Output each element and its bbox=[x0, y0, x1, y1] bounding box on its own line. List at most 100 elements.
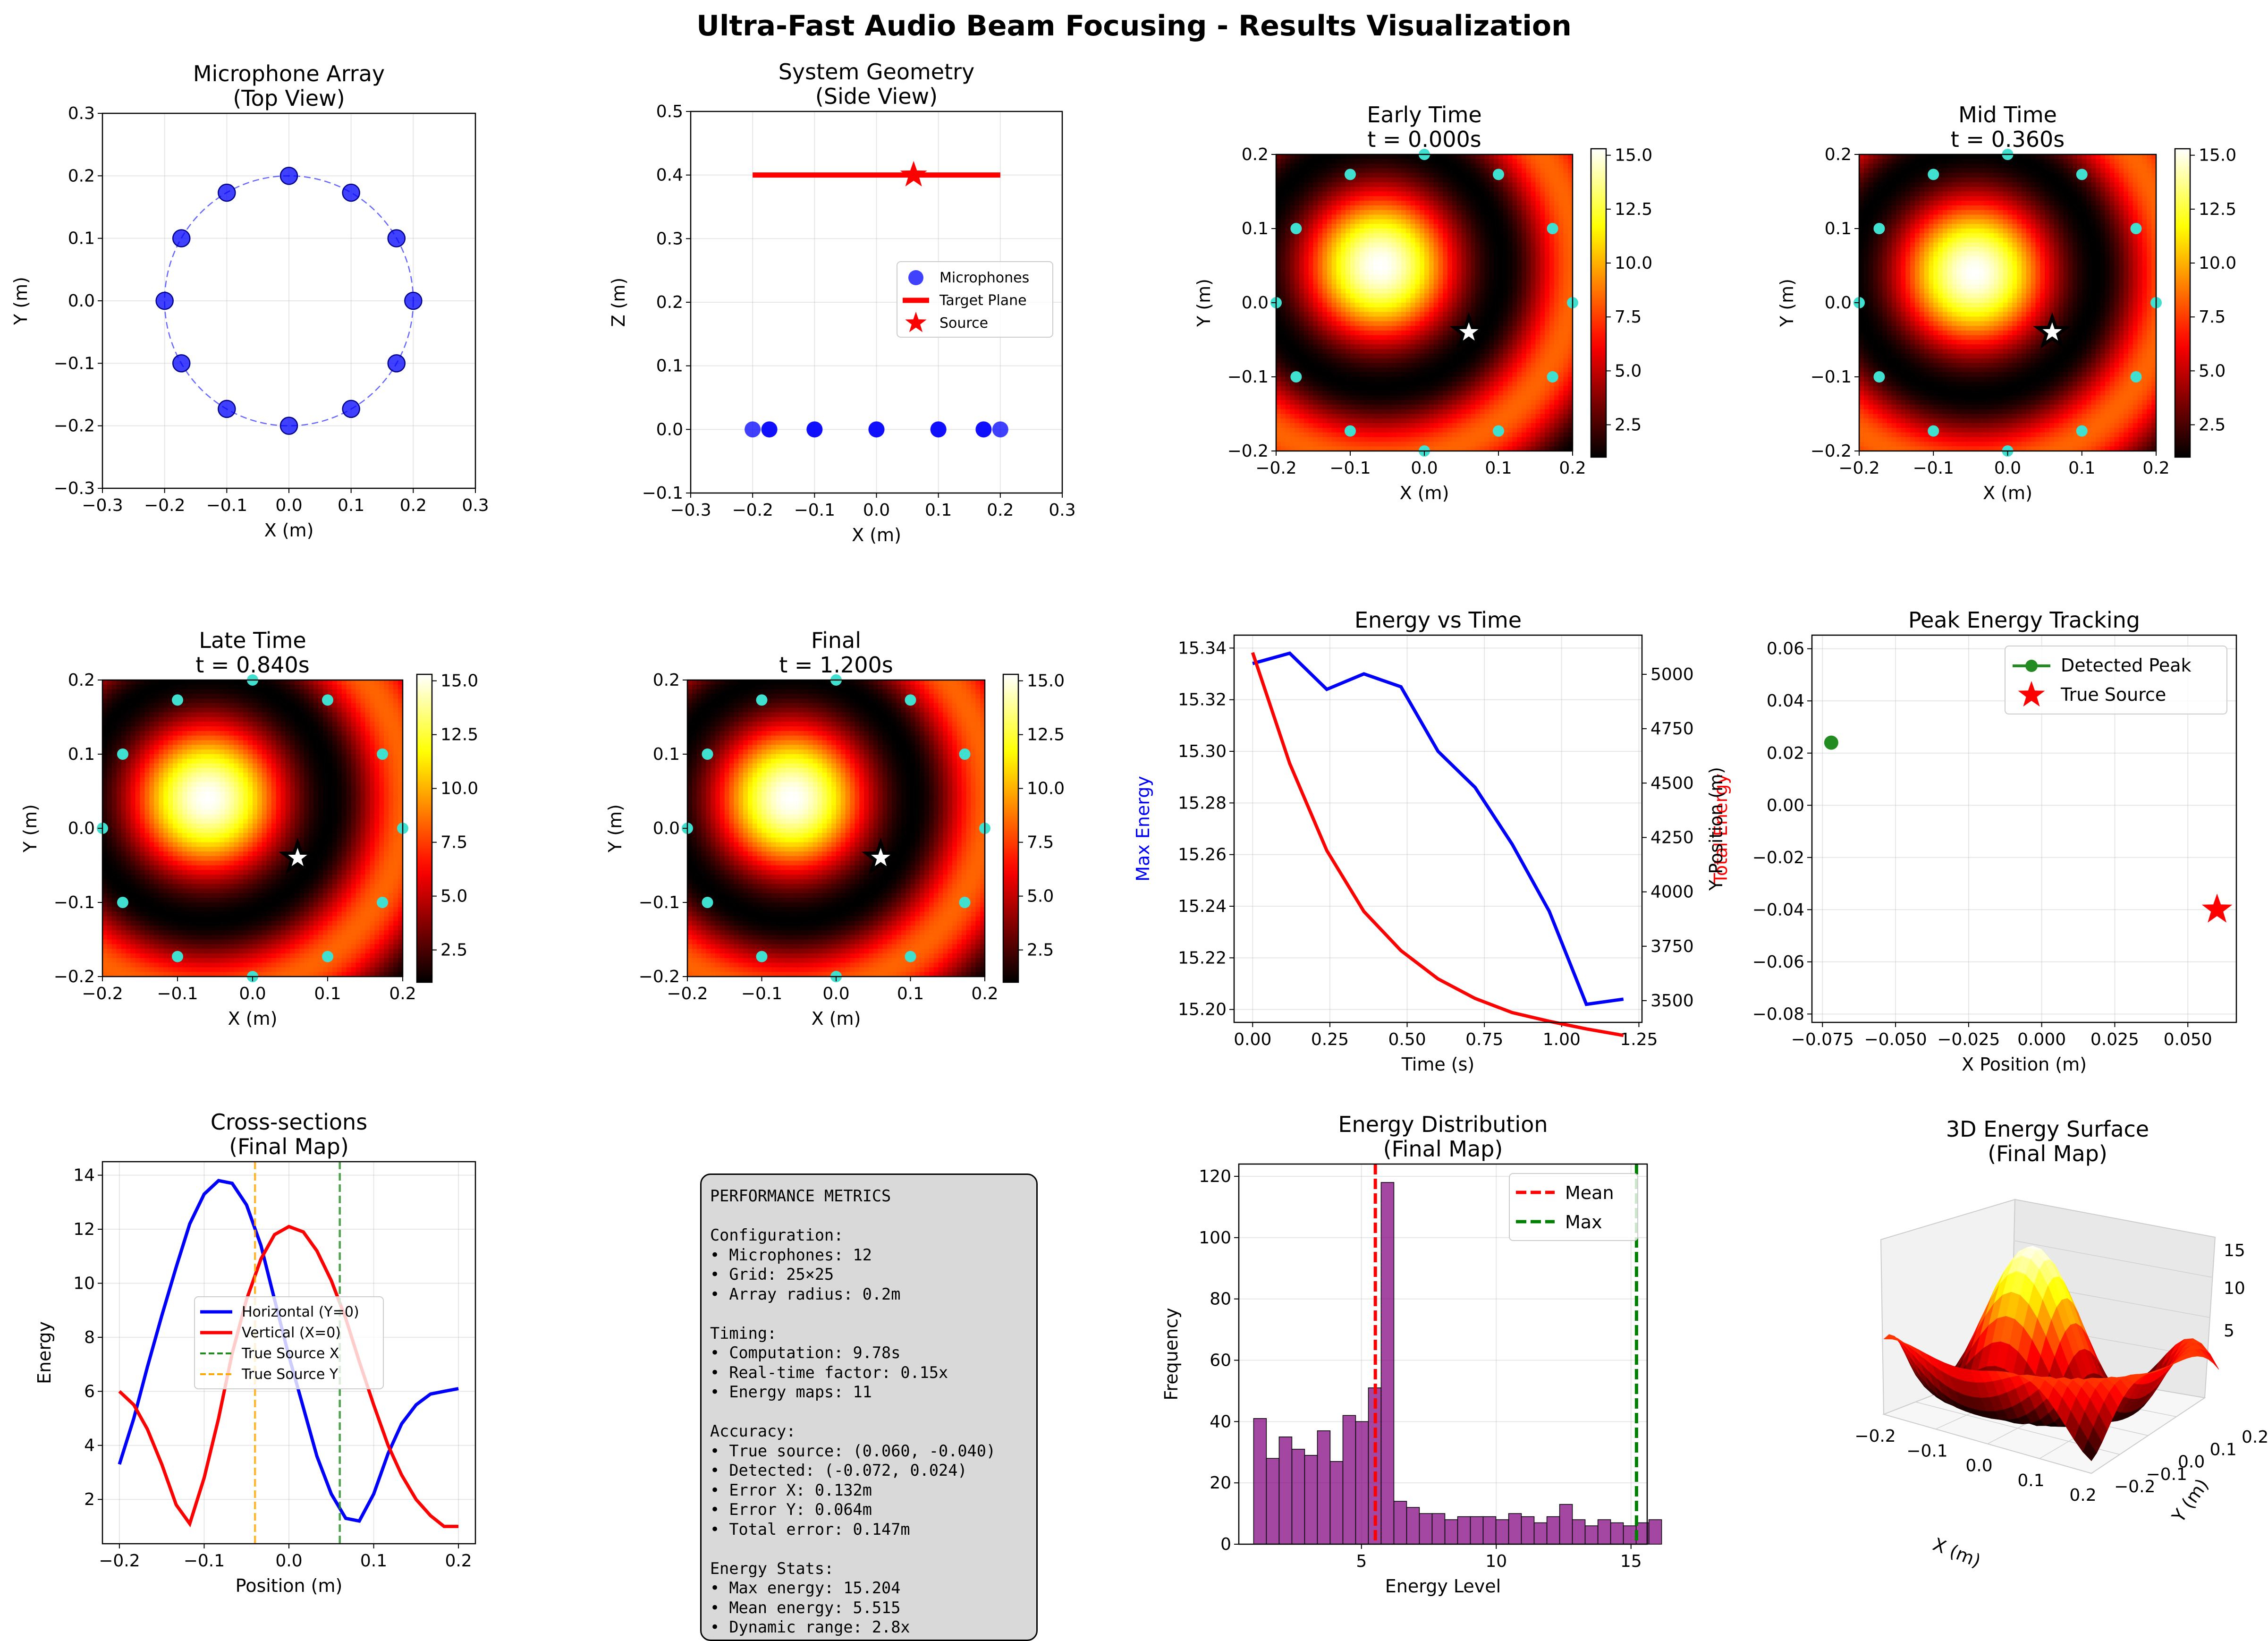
heatmap-cell bbox=[1285, 154, 1291, 160]
heatmap-cell bbox=[1545, 182, 1550, 187]
heatmap-cell bbox=[1507, 284, 1513, 289]
heatmap-cell bbox=[1878, 442, 1883, 447]
heatmap-cell bbox=[1285, 233, 1291, 238]
heatmap-cell bbox=[1503, 400, 1508, 405]
heatmap-cell bbox=[1396, 270, 1402, 275]
heatmap-cell bbox=[1443, 363, 1448, 368]
heatmap-cell bbox=[1466, 178, 1471, 183]
heatmap-cell bbox=[1905, 252, 1911, 257]
heatmap-cell bbox=[1373, 247, 1379, 252]
heatmap-cell bbox=[1480, 247, 1485, 252]
heatmap-cell bbox=[1517, 418, 1522, 424]
heatmap-cell bbox=[1887, 210, 1892, 215]
heatmap-cell bbox=[1331, 307, 1337, 313]
heatmap-cell bbox=[1901, 275, 1906, 280]
heatmap-cell bbox=[1545, 377, 1550, 382]
heatmap-cell bbox=[1896, 442, 1902, 447]
heatmap-cell bbox=[1364, 289, 1370, 294]
heatmap-cell bbox=[1863, 293, 1869, 298]
heatmap-cell bbox=[1863, 307, 1869, 313]
heatmap-cell bbox=[1868, 187, 1874, 192]
heatmap-cell bbox=[1905, 340, 1911, 345]
heatmap-cell bbox=[1896, 242, 1902, 248]
heatmap-cell bbox=[1276, 229, 1281, 234]
heatmap-cell bbox=[1545, 219, 1550, 224]
heatmap-cell bbox=[1540, 372, 1545, 377]
heatmap-cell bbox=[1882, 224, 1887, 229]
heatmap-cell bbox=[1484, 196, 1490, 201]
heatmap-cell bbox=[1401, 219, 1406, 224]
heatmap-cell bbox=[1522, 321, 1527, 326]
heatmap-cell bbox=[1554, 404, 1559, 410]
chart-title: t = 0.360s bbox=[1951, 127, 2065, 152]
heatmap-cell bbox=[1471, 270, 1476, 275]
heatmap-cell bbox=[1863, 386, 1869, 391]
heatmap-cell bbox=[1382, 270, 1388, 275]
heatmap-cell bbox=[1873, 316, 1879, 322]
heatmap-cell bbox=[1285, 289, 1291, 294]
heatmap-cell bbox=[1507, 418, 1513, 424]
heatmap-cell bbox=[1396, 391, 1402, 396]
heatmap-cell bbox=[1331, 201, 1337, 206]
heatmap-cell bbox=[1896, 205, 1902, 211]
heatmap-cell bbox=[1568, 178, 1573, 183]
heatmap-cell bbox=[1378, 205, 1383, 211]
heatmap-cell bbox=[1303, 168, 1309, 174]
heatmap-cell bbox=[1489, 205, 1494, 211]
heatmap-cell bbox=[1295, 247, 1300, 252]
heatmap-cell bbox=[1471, 252, 1476, 257]
heatmap-cell bbox=[1549, 289, 1555, 294]
heatmap-cell bbox=[1563, 163, 1568, 169]
heatmap-cell bbox=[1452, 353, 1457, 359]
heatmap-cell bbox=[1313, 363, 1319, 368]
heatmap-cell bbox=[1466, 395, 1471, 400]
heatmap-cell bbox=[1341, 219, 1346, 224]
heatmap-cell bbox=[1313, 367, 1319, 373]
heatmap-cell bbox=[1401, 238, 1406, 243]
heatmap-cell bbox=[1424, 423, 1430, 428]
heatmap-cell bbox=[1540, 335, 1545, 340]
heatmap-cell bbox=[1295, 261, 1300, 266]
heatmap-cell bbox=[1452, 191, 1457, 197]
heatmap-cell bbox=[1512, 307, 1518, 313]
heatmap-cell bbox=[1322, 233, 1328, 238]
heatmap-cell bbox=[1863, 367, 1869, 373]
heatmap-cell bbox=[1882, 446, 1887, 451]
microphone-point bbox=[218, 183, 236, 202]
heatmap-cell bbox=[1447, 201, 1453, 206]
heatmap-cell bbox=[1346, 205, 1351, 211]
heatmap-cell bbox=[1517, 256, 1522, 262]
heatmap-cell bbox=[1396, 178, 1402, 183]
heatmap-cell bbox=[1526, 363, 1532, 368]
heatmap-cell bbox=[1484, 256, 1490, 262]
heatmap-cell bbox=[1507, 270, 1513, 275]
heatmap-cell bbox=[1489, 303, 1494, 308]
heatmap-cell bbox=[1378, 298, 1383, 303]
heatmap-cell bbox=[1526, 321, 1532, 326]
heatmap-cell bbox=[1859, 201, 1864, 206]
heatmap-cell bbox=[1354, 395, 1360, 400]
heatmap-cell bbox=[1396, 182, 1402, 187]
heatmap-cell bbox=[1410, 427, 1416, 433]
heatmap-cell bbox=[1568, 191, 1573, 197]
heatmap-cell bbox=[1554, 219, 1559, 224]
heatmap-cell bbox=[1568, 335, 1573, 340]
heatmap-cell bbox=[1489, 349, 1494, 354]
heatmap-cell bbox=[1475, 187, 1481, 192]
heatmap-cell bbox=[1415, 229, 1420, 234]
heatmap-cell bbox=[1456, 386, 1462, 391]
heatmap-cell bbox=[1331, 214, 1337, 220]
heatmap-cell bbox=[1540, 340, 1545, 345]
heatmap-cell bbox=[1364, 247, 1370, 252]
heatmap-cell bbox=[1512, 219, 1518, 224]
heatmap-cell bbox=[1299, 381, 1304, 387]
heatmap-cell bbox=[1863, 303, 1869, 308]
heatmap-cell bbox=[1891, 400, 1897, 405]
heatmap-cell bbox=[1308, 316, 1314, 322]
heatmap-cell bbox=[1327, 178, 1332, 183]
heatmap-cell bbox=[1433, 214, 1439, 220]
heatmap-cell bbox=[1535, 210, 1541, 215]
heatmap-cell bbox=[1405, 270, 1411, 275]
heatmap-cell bbox=[1424, 427, 1430, 433]
